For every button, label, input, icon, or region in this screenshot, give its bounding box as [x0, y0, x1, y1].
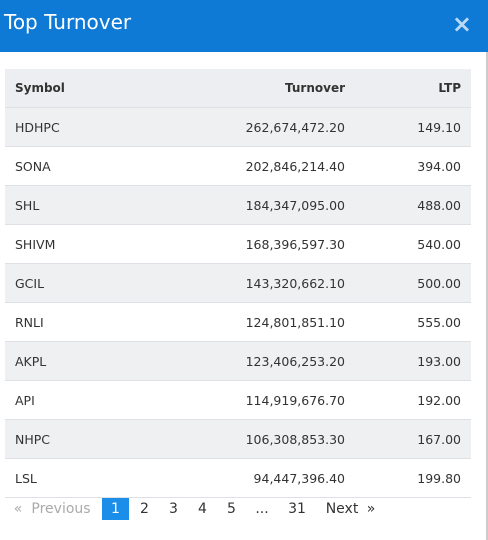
table-cell: 168,396,597.30: [245, 237, 345, 252]
table-row: RNLI 124,801,851.10 555.00: [5, 303, 471, 342]
page-link[interactable]: 1: [102, 498, 129, 520]
table-cell: SONA: [15, 159, 51, 174]
table-cell: 488.00: [417, 198, 461, 213]
table-cell: 199.80: [417, 471, 461, 486]
first-page[interactable]: «: [13, 501, 23, 517]
table-cell: 149.10: [417, 120, 461, 135]
close-button[interactable]: ×: [451, 10, 472, 38]
table-cell: 192.00: [417, 393, 461, 408]
page-link[interactable]: 3: [169, 501, 178, 517]
table-row: SONA 202,846,214.40 394.00: [5, 147, 471, 186]
table-row: SHIVM 168,396,597.30 540.00: [5, 225, 471, 264]
table-cell: 184,347,095.00: [245, 198, 345, 213]
table-row: SHL 184,347,095.00 488.00: [5, 186, 471, 225]
column-header: Symbol: [15, 81, 65, 95]
table-cell: 143,320,662.10: [245, 276, 345, 291]
column-header: Turnover: [285, 81, 345, 95]
table-cell: 124,801,851.10: [245, 315, 345, 330]
table-cell: SHIVM: [15, 237, 56, 252]
modal-header: Top Turnover ×: [0, 0, 488, 52]
table-cell: 193.00: [417, 354, 461, 369]
table-cell: 202,846,214.40: [245, 159, 345, 174]
column-header: LTP: [438, 81, 461, 95]
page-link[interactable]: 31: [288, 501, 306, 517]
table-row: AKPL 123,406,253.20 193.00: [5, 342, 471, 381]
table-row: NHPC 106,308,853.30 167.00: [5, 420, 471, 459]
page-link[interactable]: 5: [227, 501, 236, 517]
table-row: API 114,919,676.70 192.00: [5, 381, 471, 420]
table-cell: 106,308,853.30: [245, 432, 345, 447]
table-cell: LSL: [15, 471, 37, 486]
last-page[interactable]: »: [366, 501, 376, 517]
page-link[interactable]: ...: [255, 501, 269, 517]
table-cell: 114,919,676.70: [245, 393, 345, 408]
table-cell: 500.00: [417, 276, 461, 291]
table-cell: HDHPC: [15, 120, 60, 135]
next-page[interactable]: Next: [325, 501, 359, 517]
page-link[interactable]: 2: [140, 501, 149, 517]
table-cell: GCIL: [15, 276, 45, 291]
table-cell: RNLI: [15, 315, 44, 330]
page-link[interactable]: 4: [198, 501, 207, 517]
previous-page[interactable]: Previous: [31, 501, 91, 517]
table-cell: 394.00: [417, 159, 461, 174]
table-row: HDHPC 262,674,472.20 149.10: [5, 108, 471, 147]
pagination: « Previous 1 2 3 4 5... 31 Next »: [0, 498, 488, 520]
table-cell: SHL: [15, 198, 40, 213]
table-row: LSL 94,447,396.40 199.80: [5, 459, 471, 498]
table-cell: 540.00: [417, 237, 461, 252]
table-cell: AKPL: [15, 354, 47, 369]
table-cell: API: [15, 393, 35, 408]
table-cell: NHPC: [15, 432, 51, 447]
modal-title: Top Turnover: [4, 10, 132, 34]
table-cell: 167.00: [417, 432, 461, 447]
table-cell: 262,674,472.20: [245, 120, 345, 135]
table-cell: 94,447,396.40: [253, 471, 345, 486]
table-cell: 555.00: [417, 315, 461, 330]
table-row: GCIL 143,320,662.10 500.00: [5, 264, 471, 303]
scroll-edge: [486, 52, 488, 540]
table-cell: 123,406,253.20: [245, 354, 345, 369]
table-header: Symbol Turnover LTP: [5, 69, 471, 108]
